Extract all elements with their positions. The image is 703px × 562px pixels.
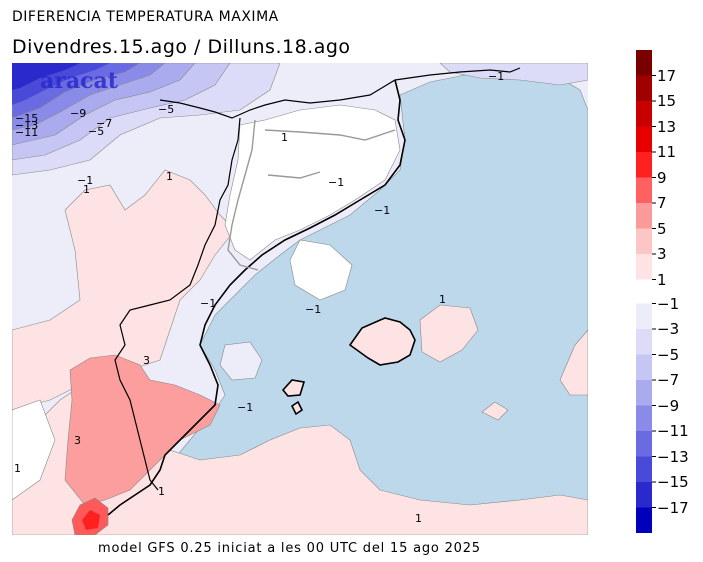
map-subtitle: Divendres.15.ago / Dilluns.18.ago xyxy=(12,36,351,58)
colorbar-cell xyxy=(636,405,652,431)
contour-label: 1 xyxy=(281,131,288,144)
colorbar-cell xyxy=(636,254,652,280)
colorbar-label: −7 xyxy=(657,371,680,389)
colorbar-label: −15 xyxy=(657,473,689,491)
mallorca-pink-halo xyxy=(419,304,479,363)
contour-label: −1 xyxy=(77,174,93,187)
colorbar-cell xyxy=(636,50,652,76)
colorbar-label: 1 xyxy=(657,270,667,289)
contour-label: −1 xyxy=(200,297,216,310)
colorbar-cell xyxy=(636,75,652,101)
contour-label: 3 xyxy=(74,434,81,447)
colorbar-cell xyxy=(636,203,652,229)
island-formentera xyxy=(290,400,304,416)
contour-label: 1 xyxy=(166,170,173,183)
border-line xyxy=(159,67,521,119)
contour-label: −1 xyxy=(328,176,344,189)
colorbar-cell xyxy=(636,507,652,533)
south-pink-patch xyxy=(481,401,509,421)
contour-label: 1 xyxy=(439,293,446,306)
internal-border xyxy=(114,117,241,491)
colorbar-cell xyxy=(636,101,652,127)
contour-label: −9 xyxy=(70,107,86,120)
contour-label: −5 xyxy=(88,125,104,138)
model-info-footer: model GFS 0.25 iniciat a les 00 UTC del … xyxy=(98,541,481,556)
region-boundary xyxy=(227,119,396,271)
colorbar-label: −1 xyxy=(657,294,680,313)
cold-ring-7 xyxy=(12,63,80,90)
contour-label: −1 xyxy=(237,401,253,414)
aracat-logo: aracat xyxy=(40,68,119,94)
sea-patch xyxy=(219,341,263,381)
colorbar-cell xyxy=(636,431,652,457)
map-title: DIFERENCIA TEMPERATURA MAXIMA xyxy=(12,9,279,25)
contour-label: −5 xyxy=(158,103,174,116)
colorbar-label: 13 xyxy=(657,117,677,136)
colorbar-label: −3 xyxy=(657,320,680,338)
south-pink-east xyxy=(559,329,588,396)
contour-label: −7 xyxy=(96,117,112,130)
colorbar-label: 15 xyxy=(657,92,677,110)
contour-label: −11 xyxy=(15,126,38,139)
colorbar-cell xyxy=(636,177,652,203)
contour-label: −1 xyxy=(374,204,390,217)
contour-label: −15 xyxy=(15,112,38,125)
colorbar-cell xyxy=(636,456,652,482)
contour-label: 1 xyxy=(415,512,422,525)
coastline xyxy=(107,79,406,516)
colorbar-label: −13 xyxy=(657,447,689,466)
colorbar-label: −9 xyxy=(657,396,680,415)
colorbar-label: 17 xyxy=(657,66,677,85)
contour-label: 1 xyxy=(158,485,165,498)
contour-label: 1 xyxy=(14,462,21,475)
colorbar-label: −5 xyxy=(657,345,680,364)
colorbar-cell xyxy=(636,354,652,380)
colorbar-label: 7 xyxy=(657,194,667,212)
colorbar-cell xyxy=(636,303,652,329)
colorbar-label: 11 xyxy=(657,143,677,161)
island-ibiza xyxy=(281,379,306,397)
temperature-map: aracat −1−15−13−11−9−7−5−511−11−1−1−1 −11… xyxy=(12,63,588,535)
contour-label: −1 xyxy=(305,303,321,316)
colorbar-cell xyxy=(636,482,652,508)
contour-label: 3 xyxy=(143,354,150,367)
colorbar-cell xyxy=(636,329,652,355)
colorbar-cell xyxy=(636,228,652,254)
colorbar-cell xyxy=(636,152,652,178)
sea-coastal-band xyxy=(289,239,353,301)
colorbar-label: 5 xyxy=(657,219,667,238)
colorbar-cell xyxy=(636,126,652,152)
island-mallorca xyxy=(348,317,416,366)
colorbar-label: 9 xyxy=(657,168,667,187)
colorbar-cell xyxy=(636,380,652,406)
red-hotspot-core xyxy=(82,510,100,530)
colorbar-label: −17 xyxy=(657,498,689,517)
contour-label: 1 xyxy=(83,183,90,196)
inland-white-area xyxy=(224,104,401,261)
contour-label: −13 xyxy=(15,119,38,132)
colorbar-label: −11 xyxy=(657,422,689,440)
colorbar xyxy=(636,50,656,533)
west-white-patch xyxy=(12,399,56,501)
contour-label: −1 xyxy=(488,70,504,83)
colorbar-label: 3 xyxy=(657,245,667,263)
